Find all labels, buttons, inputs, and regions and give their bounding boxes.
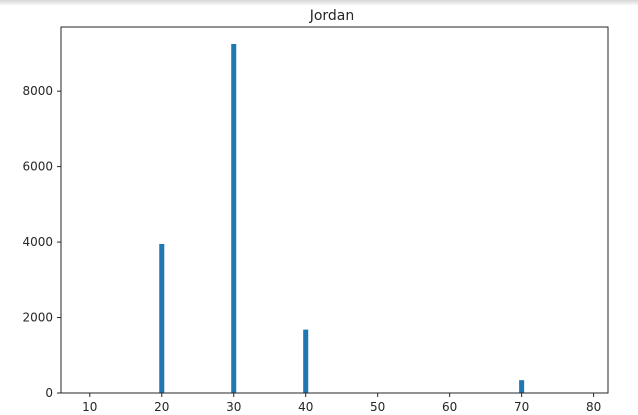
- bar-30: [231, 43, 237, 394]
- x-tick-label: 80: [586, 400, 601, 414]
- y-axis: 0 2000 4000 6000 8000: [22, 84, 61, 400]
- plot-area-frame: [60, 26, 609, 394]
- window-top-shadow: [0, 0, 638, 6]
- x-tick-label: 60: [442, 400, 457, 414]
- x-tick-label: 20: [154, 400, 169, 414]
- x-tick-label: 40: [298, 400, 313, 414]
- x-tick-label: 30: [226, 400, 241, 414]
- bars-group: [159, 43, 525, 394]
- bar-40: [303, 329, 309, 393]
- y-tick-label: 0: [45, 386, 53, 400]
- y-tick-label: 2000: [22, 311, 53, 325]
- x-tick-label: 70: [514, 400, 529, 414]
- chart-title: Jordan: [309, 8, 355, 24]
- bar-20: [159, 243, 165, 393]
- x-tick-label: 10: [82, 400, 97, 414]
- bar-70: [519, 380, 525, 393]
- y-tick-label: 4000: [22, 235, 53, 249]
- y-tick-label: 6000: [22, 160, 53, 174]
- y-tick-label: 8000: [22, 84, 53, 98]
- x-tick-label: 50: [370, 400, 385, 414]
- x-axis: 10 20 30 40 50 60 70 80: [82, 393, 601, 414]
